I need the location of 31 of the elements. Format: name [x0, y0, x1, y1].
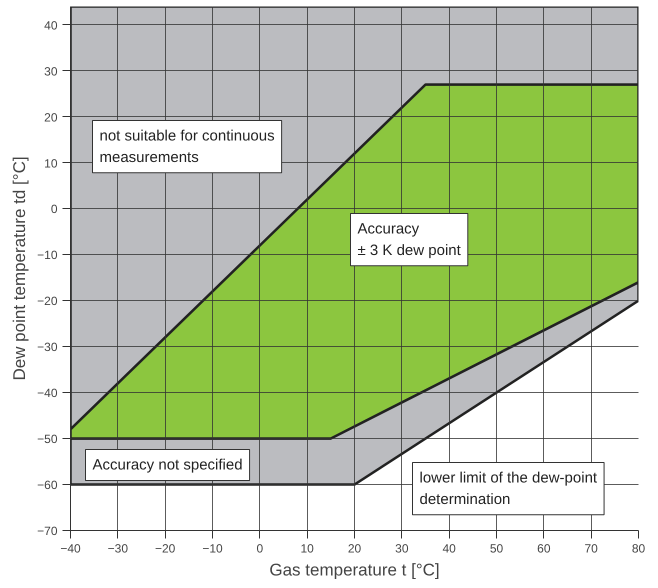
y-axis-title: Dew point temperature td [°C] — [10, 156, 30, 381]
x-tick-label: 70 — [584, 542, 598, 556]
x-tick-label: 0 — [256, 542, 264, 556]
y-tick-label: −50 — [37, 432, 58, 446]
y-tick-label: 30 — [44, 64, 58, 78]
x-tick-label: 10 — [300, 542, 314, 556]
x-tick-label: 20 — [348, 542, 362, 556]
y-tick-label: −10 — [37, 248, 58, 262]
x-tick-label: 80 — [632, 542, 646, 556]
x-tick-label: 60 — [537, 542, 551, 556]
x-tick-label: −40 — [60, 542, 82, 556]
x-tick-label: −20 — [154, 542, 176, 556]
x-tick-label: 30 — [395, 542, 409, 556]
annotation: Accuracy not specified — [92, 456, 243, 474]
x-tick-label: −10 — [202, 542, 224, 556]
annotation: Accuracy ± 3 K dew point — [358, 220, 462, 259]
y-tick-label: −60 — [37, 478, 58, 492]
y-tick-label: 20 — [44, 110, 58, 124]
annotation: lower limit of the dew-point determination — [420, 470, 598, 508]
y-tick-label: 0 — [50, 202, 58, 216]
y-tick-label: −30 — [37, 340, 58, 354]
annotation: not suitable for continuous measurements — [100, 128, 275, 166]
x-tick-label: 40 — [442, 542, 456, 556]
x-axis-title: Gas temperature t [°C] — [269, 560, 440, 580]
x-tick-label: 50 — [490, 542, 504, 556]
y-tick-label: 10 — [44, 156, 58, 170]
x-tick-label: −30 — [108, 542, 128, 556]
y-tick-label: 40 — [44, 18, 58, 32]
y-tick-label: −20 — [37, 294, 58, 308]
y-tick-label: −70 — [37, 524, 58, 538]
y-tick-label: −40 — [37, 386, 58, 400]
